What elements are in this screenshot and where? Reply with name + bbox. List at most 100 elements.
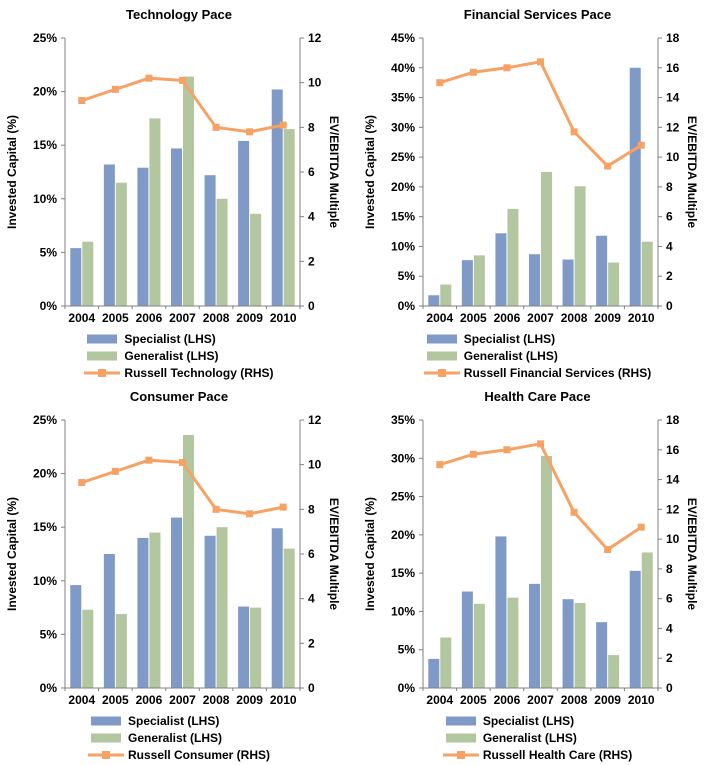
legend-swatch-specialist [445, 716, 476, 725]
bar-specialist [204, 535, 216, 688]
legend-label: Generalist (LHS) [127, 730, 223, 745]
year-label: 2004 [68, 311, 95, 325]
left-tick-label: 25% [391, 490, 415, 504]
line-marker [604, 546, 612, 554]
right-tick-label: 2 [308, 254, 315, 268]
legend-label: Generalist (LHS) [124, 348, 219, 363]
bar-specialist [596, 622, 608, 688]
swatch-rect [87, 334, 118, 343]
bar-generalist [283, 129, 295, 306]
legend-line-swatch [84, 368, 121, 377]
bar-specialist [103, 554, 115, 688]
right-tick-label: 10 [666, 532, 680, 546]
left-tick-label: 0% [40, 681, 58, 695]
legend-label: Specialist (LHS) [482, 713, 575, 728]
line-marker [570, 128, 578, 136]
bar-generalist [440, 637, 452, 688]
swatch-marker [437, 368, 446, 377]
left-axis-title: Invested Capital (%) [5, 115, 19, 229]
legend-swatch-specialist [87, 334, 118, 343]
bar-generalist [541, 172, 552, 306]
bar-generalist [216, 527, 228, 688]
line-marker [246, 128, 254, 136]
right-tick-label: 12 [308, 413, 322, 427]
line-marker [537, 58, 544, 66]
bar-generalist [541, 455, 552, 688]
legend-item: Russell Consumer (RHS) [87, 746, 270, 763]
bar-specialist [529, 583, 540, 688]
right-tick-label: 16 [666, 61, 680, 75]
right-axis-title: EV/EBITDA Multiple [327, 498, 341, 611]
right-tick-label: 2 [308, 636, 315, 650]
right-tick-label: 8 [308, 502, 315, 516]
swatch-marker [98, 368, 107, 377]
swatch-marker [456, 750, 465, 759]
left-tick-label: 0% [398, 681, 416, 695]
left-axis-title: Invested Capital (%) [363, 497, 377, 611]
right-tick-label: 2 [666, 651, 673, 665]
line-marker [637, 523, 645, 531]
right-tick-label: 6 [666, 592, 673, 606]
legend-label: Specialist (LHS) [463, 331, 556, 346]
bar-specialist [271, 528, 283, 688]
year-label: 2006 [494, 311, 521, 325]
bar-specialist [238, 140, 250, 306]
right-tick-label: 12 [666, 120, 680, 134]
right-tick-label: 6 [308, 165, 315, 179]
legend-item: Specialist (LHS) [84, 330, 273, 347]
left-axis-title: Invested Capital (%) [5, 497, 19, 611]
bar-specialist [171, 148, 182, 306]
bar-generalist [250, 607, 262, 688]
left-axis-title: Invested Capital (%) [363, 115, 377, 229]
chart-plot: 0% 5% 10% 15% 20% 25% 30% 35% 40% 45% 0 2 4 6 8 10 12 14 1… [363, 31, 699, 325]
year-label: 2010 [628, 311, 655, 325]
swatch-rect [87, 351, 118, 360]
chart-title: Health Care Pace [484, 389, 591, 404]
bar-generalist [149, 118, 161, 307]
left-tick-label: 25% [33, 31, 57, 45]
year-label: 2007 [527, 693, 554, 707]
left-tick-label: 30% [391, 120, 415, 134]
year-label: 2005 [102, 693, 129, 707]
chart-health-care: Health Care Pace 0% 5% 10% 15% 20% 25% 30% 35% 0… [358, 382, 717, 765]
line-marker [503, 64, 511, 72]
line-marker [436, 79, 444, 87]
bar-specialist [70, 248, 82, 306]
russell-line [439, 60, 643, 168]
line-marker [111, 85, 119, 93]
bar-generalist [507, 208, 519, 306]
bar-specialist [238, 606, 250, 688]
left-tick-label: 15% [33, 138, 57, 152]
chart-technology: Technology Pace 0% 5% 10% 15% 20% 25% 0 2 4 6 8 10 1… [0, 0, 358, 382]
right-tick-label: 10 [308, 76, 322, 90]
year-label: 2010 [270, 311, 297, 325]
line-marker [537, 440, 544, 448]
chart-title: Technology Pace [126, 7, 232, 22]
legend-item: Russell Technology (RHS) [84, 364, 274, 381]
left-tick-label: 20% [33, 467, 57, 481]
legend-label: Generalist (LHS) [482, 730, 577, 745]
bar-generalist [115, 182, 127, 306]
legend-label: Specialist (LHS) [127, 713, 220, 728]
bar-specialist [629, 570, 641, 688]
right-tick-label: 18 [666, 413, 680, 427]
swatch-rect [445, 733, 476, 742]
left-tick-label: 10% [391, 604, 415, 618]
right-tick-label: 4 [666, 239, 673, 253]
chart-legend: Specialist (LHS) Generalist (LHS) Russell … [442, 712, 632, 763]
right-tick-label: 16 [666, 443, 680, 457]
chart-legend: Specialist (LHS) Generalist (LHS) Russell … [84, 330, 274, 381]
right-tick-label: 4 [308, 592, 315, 606]
swatch-rect [426, 351, 457, 360]
bar-specialist [596, 235, 608, 306]
legend-item: Specialist (LHS) [424, 330, 651, 347]
bar-generalist [183, 435, 194, 688]
bar-specialist [103, 164, 115, 306]
bar-specialist [137, 537, 149, 688]
swatch-rect [90, 716, 121, 725]
left-tick-label: 20% [391, 180, 415, 194]
right-tick-label: 10 [308, 458, 322, 472]
chart-legend: Specialist (LHS) Generalist (LHS) Russell … [87, 712, 270, 763]
legend-swatch-generalist [445, 733, 476, 742]
year-label: 2007 [169, 693, 196, 707]
